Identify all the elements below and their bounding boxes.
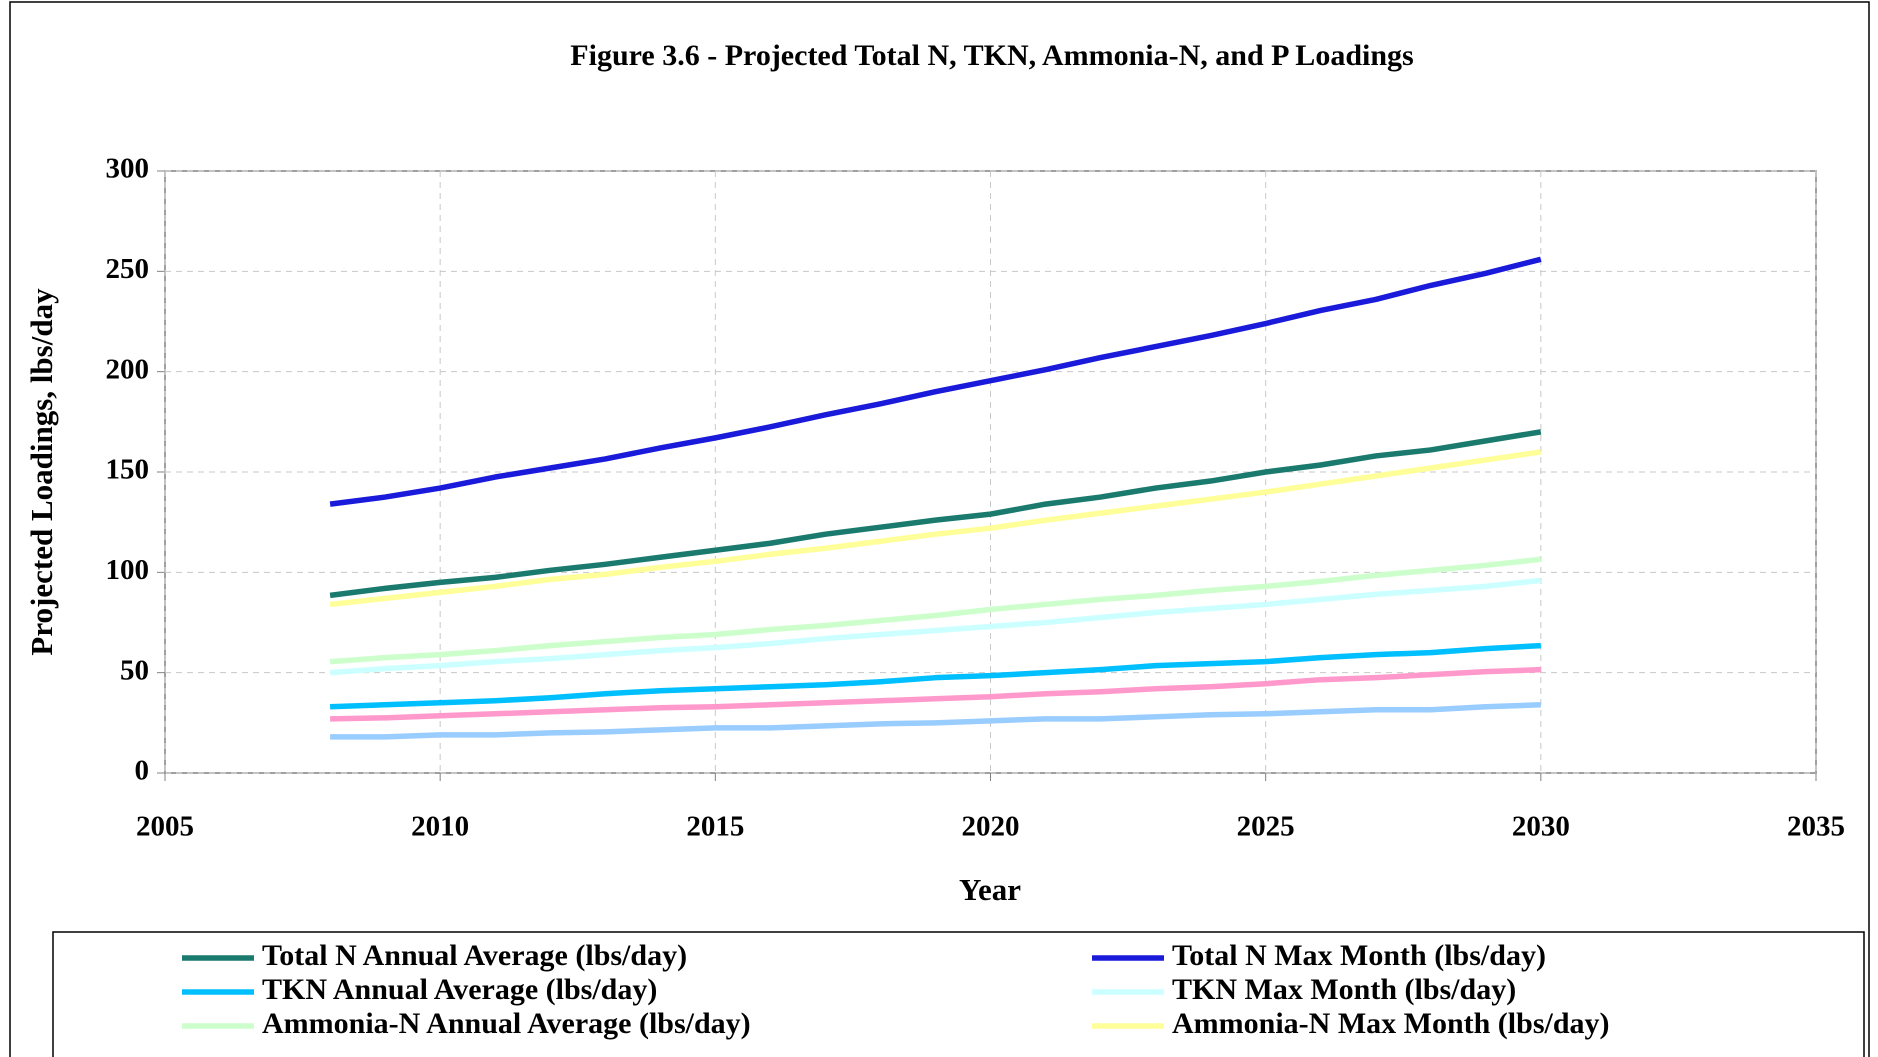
data-line [329, 577, 1542, 676]
x-tick-label: 2025 [1237, 811, 1295, 843]
legend-label: Ammonia-N Max Month (lbs/day) [1172, 1007, 1610, 1040]
y-tick-label: 0 [135, 755, 150, 787]
x-tick-label: 2010 [411, 811, 469, 843]
x-axis-label: Year [959, 872, 1021, 907]
legend-label: Total N Annual Average (lbs/day) [262, 939, 687, 972]
data-line [329, 556, 1542, 665]
data-line [329, 642, 1541, 710]
legend-box [52, 931, 1865, 1057]
y-axis-label: Projected Loadings, lbs/day [24, 288, 59, 656]
x-tick-label: 2015 [686, 811, 744, 843]
x-tick-label: 2035 [1787, 811, 1845, 843]
data-line [330, 666, 1541, 722]
legend-label: Total N Max Month (lbs/day) [1172, 939, 1546, 972]
legend-label: TKN Annual Average (lbs/day) [262, 973, 657, 1006]
legend-label: Ammonia-N Annual Average (lbs/day) [262, 1007, 751, 1040]
y-tick-label: 150 [106, 454, 150, 486]
x-tick-label: 2030 [1512, 811, 1570, 843]
data-line [329, 449, 1542, 608]
y-tick-label: 300 [106, 153, 150, 185]
x-tick-label: 2020 [962, 811, 1020, 843]
x-tick-label: 2005 [136, 811, 194, 843]
chart-title: Figure 3.6 - Projected Total N, TKN, Amm… [570, 39, 1413, 72]
y-tick-label: 250 [106, 253, 150, 285]
data-line [330, 702, 1541, 740]
y-tick-label: 100 [106, 554, 150, 586]
data-line [329, 429, 1542, 599]
legend-label: TKN Max Month (lbs/day) [1172, 973, 1516, 1006]
y-tick-label: 50 [120, 654, 149, 686]
data-line [329, 256, 1542, 507]
y-tick-label: 200 [106, 353, 150, 385]
